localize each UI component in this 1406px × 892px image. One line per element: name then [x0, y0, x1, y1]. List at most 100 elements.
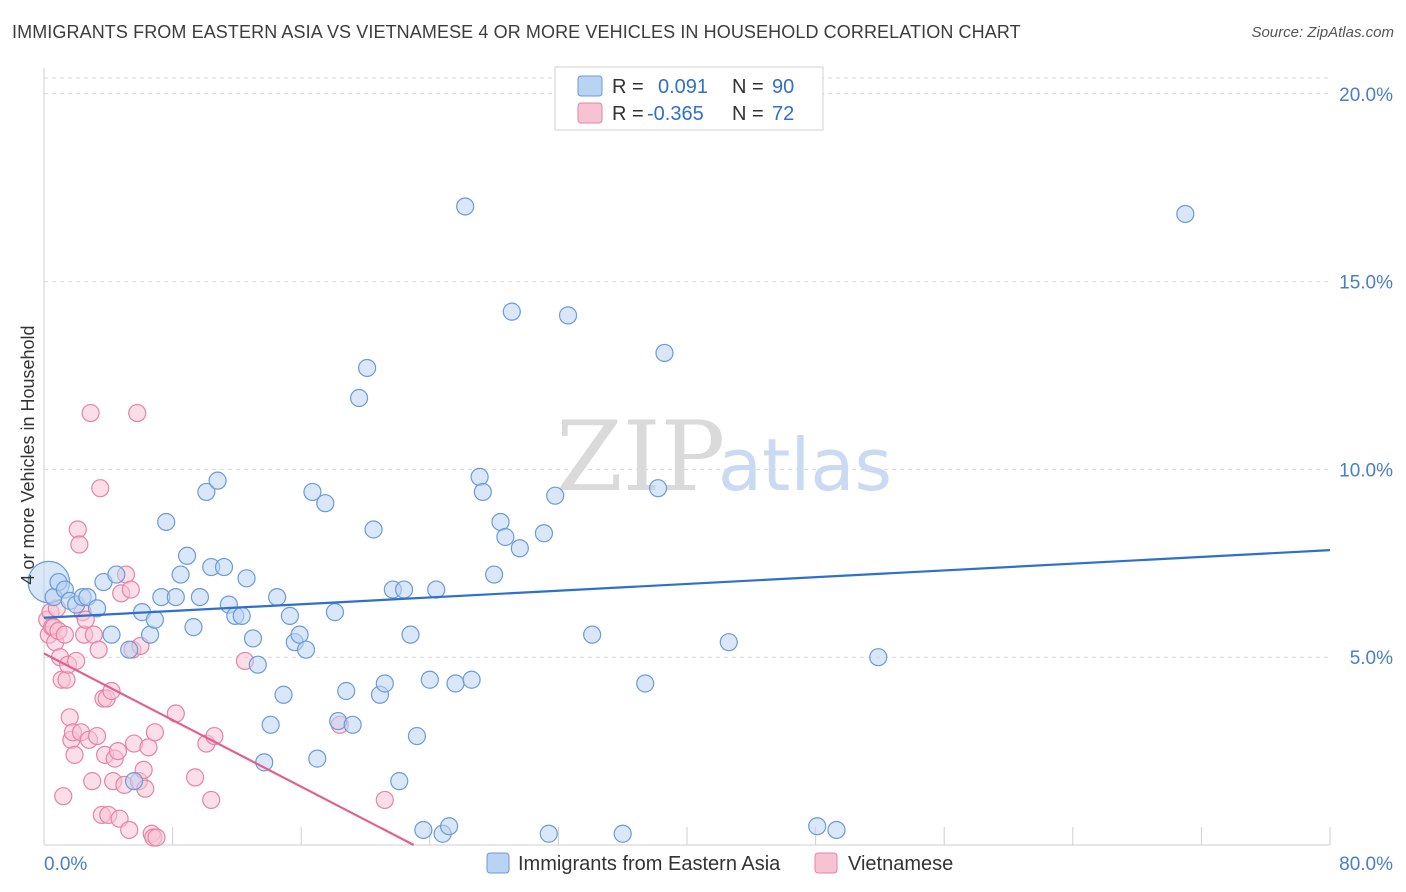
vietnamese-point [121, 580, 140, 599]
eastern-asia-point [296, 640, 316, 659]
eastern-asia-point [107, 565, 126, 584]
eastern-asia-point [375, 674, 394, 693]
vietnamese-point [65, 745, 84, 764]
eastern-asia-point [462, 670, 481, 689]
eastern-asia-point [446, 674, 465, 693]
vietnamese-point [202, 790, 221, 810]
eastern-asia-point [145, 610, 165, 629]
legend-swatch-pink [577, 102, 603, 124]
eastern-asia-point [439, 817, 459, 836]
bottom-legend-swatch-blue [486, 852, 510, 874]
eastern-asia-point [274, 685, 293, 704]
eastern-asia-point [248, 655, 267, 674]
vietnamese-point [375, 790, 394, 810]
eastern-asia-point [394, 580, 414, 599]
eastern-asia-point [414, 820, 433, 840]
y-tick-label: 10.0% [1339, 460, 1393, 481]
eastern-asia-point [166, 587, 185, 607]
eastern-asia-point [1176, 204, 1195, 224]
eastern-asia-point [473, 482, 492, 502]
eastern-asia-point [407, 726, 427, 746]
watermark: ZIP atlas [556, 401, 892, 513]
eastern-asia-point [290, 625, 309, 644]
eastern-asia-point [719, 633, 738, 652]
bottom-legend-label-pink: Vietnamese [848, 853, 953, 875]
x-tick-labels: 0.0% 80.0% [44, 854, 1393, 875]
y-axis-label: 4 or more Vehicles in Household [18, 325, 38, 584]
trend-lines [43, 549, 1331, 846]
eastern-asia-point [349, 388, 369, 408]
eastern-asia-point [177, 546, 197, 565]
legend-r-label-pink: R = [612, 103, 644, 125]
y-tick-label: 20.0% [1339, 85, 1393, 106]
vietnamese-point [139, 738, 158, 757]
eastern-asia-point [456, 197, 475, 216]
eastern-asia-point [558, 306, 578, 325]
vietnamese-point [186, 768, 205, 787]
legend-swatch-blue [577, 75, 603, 97]
eastern-asia-point [583, 625, 602, 644]
legend-n-value-pink: 72 [772, 103, 794, 125]
eastern-asia-point [208, 471, 227, 490]
eastern-asia-point [303, 482, 322, 502]
legend-n-label-pink: N = [732, 103, 764, 125]
y-tick-label: 15.0% [1339, 273, 1393, 294]
vietnamese-point [57, 670, 76, 689]
eastern-asia-point [636, 674, 655, 693]
bottom-legend-swatch-pink [814, 852, 838, 874]
y-tick-label: 5.0% [1350, 648, 1393, 669]
chart-title: IMMIGRANTS FROM EASTERN ASIA VS VIETNAME… [12, 22, 1021, 42]
eastern-asia-point [358, 358, 377, 378]
vietnamese-point [81, 403, 100, 423]
eastern-asia-point [237, 569, 256, 588]
bottom-legend-label-blue: Immigrants from Eastern Asia [518, 853, 781, 875]
eastern-asia-point [337, 681, 356, 701]
vietnamese-point [87, 726, 107, 746]
legend: R = 0.091 N = 90 R = -0.365 N = 72 [554, 66, 824, 131]
eastern-asia-point [214, 557, 234, 577]
vietnamese-trend-line [43, 652, 415, 846]
eastern-asia-point [316, 494, 335, 513]
vietnamese-point [70, 535, 89, 554]
eastern-asia-point [491, 512, 510, 532]
vietnamese-point [145, 723, 165, 742]
vietnamese-point [84, 625, 103, 644]
eastern-asia-point [546, 486, 565, 505]
eastern-asia-point [308, 749, 327, 768]
eastern-asia-point [390, 772, 409, 791]
eastern-asia-point [401, 625, 420, 644]
vietnamese-point [68, 520, 87, 539]
eastern-asia-point [427, 580, 446, 599]
x-tick-label: 0.0% [44, 854, 87, 875]
watermark-atlas: atlas [718, 423, 892, 507]
vietnamese-point [55, 625, 74, 644]
axes [43, 68, 1331, 846]
eastern-asia-point [420, 670, 439, 689]
grid-lines [44, 77, 1330, 658]
eastern-asia-point [502, 302, 521, 321]
eastern-asia-point [267, 587, 287, 607]
eastern-asia-point [343, 715, 362, 734]
legend-n-label-blue: N = [732, 76, 764, 98]
eastern-asia-point [869, 648, 888, 667]
vietnamese-point [89, 640, 108, 659]
eastern-asia-trend-line [43, 549, 1331, 619]
bottom-legend: Immigrants from Eastern Asia Vietnamese [486, 852, 953, 875]
eastern-asia-point [140, 625, 160, 644]
eastern-asia-point [120, 640, 139, 659]
vietnamese-point [60, 708, 79, 727]
eastern-asia-point [87, 599, 107, 618]
eastern-asia-point [102, 625, 121, 644]
y-tick-labels: 5.0% 10.0% 15.0% 20.0% [1339, 85, 1393, 669]
vietnamese-point [108, 741, 128, 761]
legend-r-value-blue: 0.091 [658, 76, 708, 98]
vietnamese-point [147, 828, 166, 847]
watermark-zip: ZIP [556, 401, 725, 513]
eastern-asia-point [648, 479, 668, 498]
eastern-asia-point [184, 618, 203, 637]
eastern-asia-point [325, 603, 345, 622]
vietnamese-points [38, 403, 394, 847]
eastern-asia-points [27, 197, 1195, 843]
legend-r-value-pink: -0.365 [647, 103, 704, 125]
